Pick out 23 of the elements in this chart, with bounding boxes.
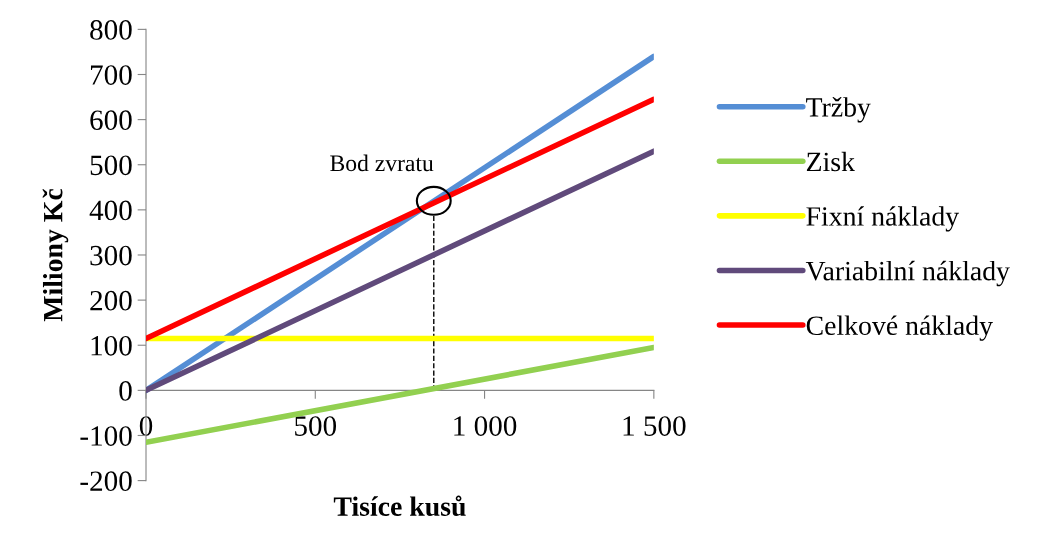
y-tick-label: 400 <box>89 200 132 221</box>
annotation: Bod zvratu <box>330 154 434 172</box>
legend-label: Fixní náklady <box>806 206 960 232</box>
y-tick-label: 500 <box>90 155 132 176</box>
y-axis-title: Miliony Kč <box>42 188 69 322</box>
y-tick-label: 0 <box>119 381 132 401</box>
y-tick-label: 800 <box>90 20 132 40</box>
y-tick-label: 700 <box>90 65 132 85</box>
y-tick-label: -100 <box>80 426 132 446</box>
x-tick-label: 1 000 <box>454 416 517 436</box>
legend-label: Celkové náklady <box>806 315 993 341</box>
legend-label: Zisk <box>806 151 855 172</box>
y-tick-label: 100 <box>91 335 132 356</box>
x-tick-label: 500 <box>295 416 337 436</box>
y-tick-label: -200 <box>80 471 132 492</box>
x-tick-label: 0 <box>139 416 153 436</box>
legend-label: Variabilní náklady <box>805 260 1010 287</box>
y-tick-label: 300 <box>90 245 132 266</box>
legend-label: Tržby <box>806 97 871 123</box>
x-tick-label: 1 500 <box>623 416 686 436</box>
y-tick-label: 200 <box>90 290 132 311</box>
y-tick-label: 600 <box>90 110 132 131</box>
x-axis-title: Tisíce kusů <box>333 495 466 517</box>
